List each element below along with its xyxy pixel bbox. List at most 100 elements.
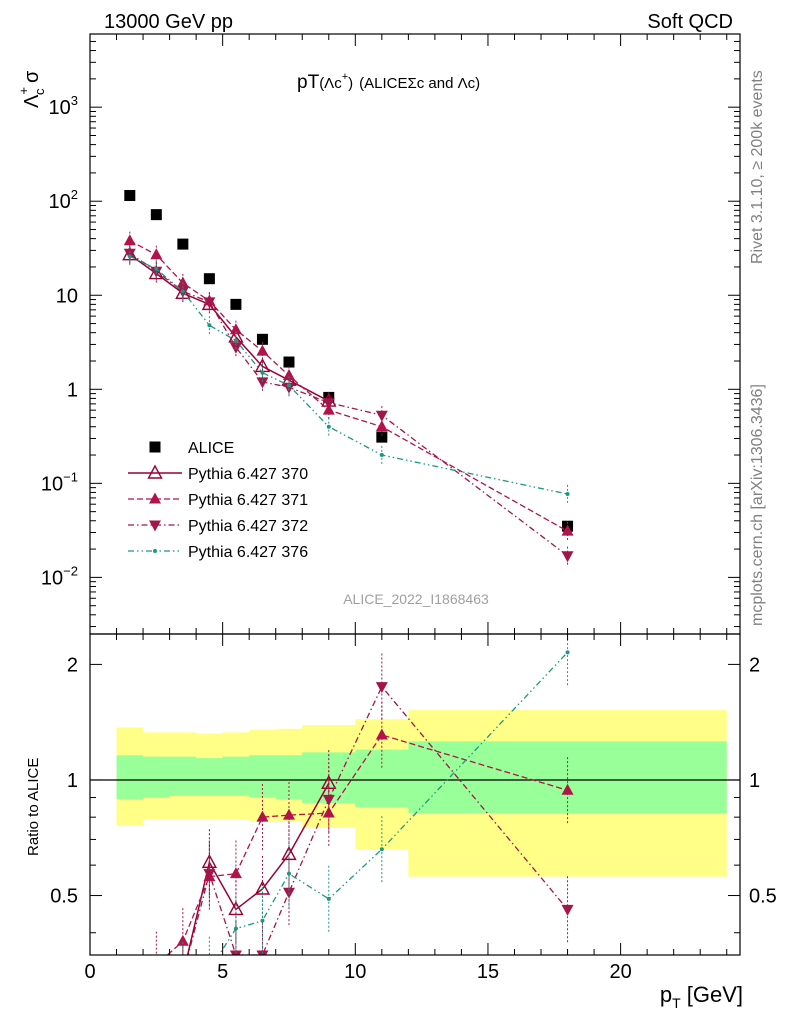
ratio-point-p371 [256,810,269,822]
point-p371 [150,248,163,260]
ratio-point-p370 [176,968,189,980]
line-p370 [129,254,330,402]
legend-marker-p370 [147,464,163,479]
legend-marker-alice [149,441,161,453]
ratio-point-p370 [228,900,244,916]
series-p371 [123,231,574,541]
point-alice [203,273,215,285]
ratio-point-p372 [561,904,574,916]
legend-label-p371: Pythia 6.427 371 [188,492,308,509]
y-label-sub: c [32,88,47,95]
point-p376 [286,383,291,388]
legend-label-p372: Pythia 6.427 372 [188,518,308,535]
point-p372 [561,551,574,563]
header-left: 13000 GeV pp [104,11,233,33]
point-p371 [282,369,295,381]
ratio-point-p371 [150,958,162,969]
point-p371 [561,524,574,536]
y-tick-label-bottom-right: 0.5 [749,886,777,908]
ratio-point-p372 [322,794,335,806]
y-label-sup: + [16,87,31,95]
ratio-point-p370 [150,1011,163,1023]
ratio-point-p376 [207,968,211,972]
band-green [116,741,727,814]
point-p372 [375,410,388,422]
point-p376 [127,254,132,259]
legend-marker-p372 [149,520,161,532]
ratio-point-p371 [282,808,295,820]
y-tick-label-bottom: 1 [67,770,78,792]
y-label-main: Λ [21,94,43,108]
legend-label-p370: Pythia 6.427 370 [188,466,308,483]
ratio-point-p372 [124,1007,136,1018]
point-p371 [256,344,269,356]
y-label-tail: σ [21,70,43,89]
point-alice [177,238,189,250]
ratio-point-p371 [124,998,136,1009]
line-p376 [129,255,568,495]
ratio-point-p376 [565,650,570,655]
ratio-point-p376 [286,871,291,876]
top-series [122,190,574,565]
point-p376 [379,453,384,458]
point-alice [256,333,268,345]
y-axis-label-top: Λ+c σ [16,70,47,108]
x-tick-label: 10 [344,961,366,983]
point-p376 [207,323,212,328]
header-right: Soft QCD [647,11,733,33]
ratio-point-p370 [254,880,271,895]
title-rest: (ALICEΣc and Λc) [359,75,480,92]
y-axis-label-bottom: Ratio to ALICE [25,758,42,856]
y-tick-label-top: 102 [49,187,78,213]
point-p372 [203,297,216,309]
legend-item-p370: Pythia 6.427 370 [128,464,308,483]
title-close: ) [348,75,353,92]
y-tick-label-top: 10 [56,285,78,307]
ratio-series-p376 [181,634,570,977]
legend-item-alice: ALICE [149,440,234,457]
title-main: pT [297,72,320,93]
point-p371 [123,234,136,246]
point-p376 [260,370,265,375]
x-axis-label: pT [GeV] [660,982,743,1011]
x-tick-label: 5 [217,961,228,983]
ratio-point-p376 [233,926,238,931]
legend-marker-p376 [153,549,157,553]
top-panel [89,33,741,635]
title-paren: (Λc [319,75,342,92]
bottom-panel [89,633,741,1023]
watermark: ALICE_2022_I1868463 [343,591,489,607]
legend-marker-p371 [149,492,161,504]
y-tick-label-top: 1 [67,379,78,401]
side-mcplots: mcplots.cern.ch [arXiv:1306.3436] [749,384,766,626]
legend-item-p372: Pythia 6.427 372 [128,518,308,535]
y-tick-label-bottom-right: 2 [749,654,760,676]
point-p371 [375,420,388,432]
ratio-line-p370 [186,782,330,955]
ratio-point-p372 [375,682,388,694]
ratio-point-p372 [203,869,216,881]
series-p372 [123,244,574,565]
bottom-frame [89,633,741,956]
legend-item-p371: Pythia 6.427 371 [128,492,308,509]
point-p372 [322,398,335,410]
point-p376 [154,267,159,272]
series-p376 [127,247,570,504]
top-plot-area [122,190,574,565]
x-label-tail: [GeV] [681,982,743,1007]
point-alice [376,431,388,443]
y-tick-label-top: 10−2 [41,563,78,589]
point-alice [124,190,136,202]
y-tick-label-top: 103 [49,93,78,119]
legend-label-p376: Pythia 6.427 376 [188,544,308,561]
point-p376 [326,424,331,429]
ratio-point-p376 [326,896,331,901]
uncertainty-bands [116,710,727,877]
x-tick-label: 20 [609,961,631,983]
bottom-series [124,634,574,1023]
ratio-point-p376 [181,973,185,977]
point-p372 [123,248,136,260]
point-alice [230,298,242,310]
